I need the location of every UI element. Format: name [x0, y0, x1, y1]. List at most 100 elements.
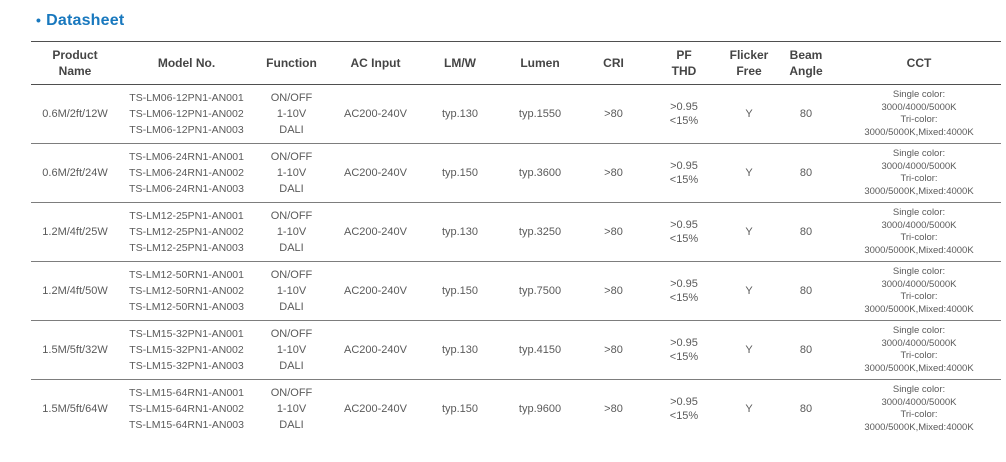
cell-line: 1-10V — [276, 108, 307, 120]
header-line: Free — [736, 64, 762, 78]
cell-line: TS-LM15-32PN1-AN002 — [129, 344, 244, 356]
cell-functions: ON/OFF 1-10V DALI — [254, 261, 329, 321]
cell-line: 3000/5000K,Mixed:4000K — [864, 244, 974, 256]
header-line: Name — [58, 64, 92, 78]
table-row: 0.6M/2ft/12W TS-LM06-12PN1-AN001 TS-LM06-1… — [31, 84, 1001, 144]
cell-cct: Single color: 3000/4000/5000K Tri-color: 30… — [837, 261, 1001, 321]
cell-line: DALI — [279, 360, 304, 372]
cell-line: ON/OFF — [270, 328, 313, 340]
cell-line: 3000/4000/5000K — [881, 337, 957, 349]
table-row: 1.2M/4ft/25W TS-LM12-25PN1-AN001 TS-LM12-2… — [31, 202, 1001, 262]
cell-line: <15% — [669, 115, 699, 127]
cell-line: 1-10V — [276, 403, 307, 415]
header-line: Model No. — [157, 56, 216, 70]
column-header-models: Model No. — [119, 41, 254, 85]
cell-cct: Single color: 3000/4000/5000K Tri-color: 30… — [837, 143, 1001, 203]
cell-line: Single color: — [892, 266, 946, 277]
cell-line: TS-LM06-12PN1-AN003 — [129, 124, 244, 136]
cell-beam-angle: 80 — [775, 143, 837, 203]
header-line: CRI — [603, 56, 624, 70]
cell-line: 3000/5000K,Mixed:4000K — [864, 185, 974, 197]
cell-line: DALI — [279, 419, 304, 431]
cell-line: 1-10V — [276, 344, 307, 356]
cell-cct: Single color: 3000/4000/5000K Tri-color: 30… — [837, 84, 1001, 144]
cell-line: 3000/5000K,Mixed:4000K — [864, 303, 974, 315]
column-header-flicker-free: Flicker Free — [723, 41, 775, 85]
cell-cri: >80 — [604, 403, 623, 415]
cell-line: Single color: — [892, 325, 946, 336]
cell-functions: ON/OFF 1-10V DALI — [254, 202, 329, 262]
cell-cri: >80 — [582, 143, 645, 203]
cell-lm-w: typ.130 — [422, 202, 498, 262]
column-header-pf-thd: PF THD — [645, 41, 723, 85]
cell-product-name: 1.5M/5ft/64W — [42, 403, 108, 415]
table-row: 0.6M/2ft/24W TS-LM06-24RN1-AN001 TS-LM06-2… — [31, 143, 1001, 203]
cell-flicker-free: Y — [723, 202, 775, 262]
column-header-product-name: Product Name — [31, 41, 119, 85]
cell-flicker-free: Y — [723, 84, 775, 144]
page-title: • Datasheet — [36, 12, 1006, 30]
column-header-lumen: Lumen — [498, 41, 582, 85]
cell-lumen: typ.3600 — [498, 143, 582, 203]
cell-functions: ON/OFF 1-10V DALI — [254, 84, 329, 144]
cell-line: Tri-color: — [900, 291, 938, 302]
cell-cri: >80 — [582, 202, 645, 262]
cell-line: Tri-color: — [900, 409, 938, 420]
cell-line: TS-LM15-32PN1-AN001 — [129, 328, 244, 340]
cell-line: Tri-color: — [900, 173, 938, 184]
cell-lm-w: typ.130 — [422, 84, 498, 144]
cell-cct: Single color: 3000/4000/5000K Tri-color: 30… — [837, 320, 1001, 380]
cell-line: DALI — [279, 242, 304, 254]
cell-beam-angle: 80 — [775, 320, 837, 380]
cell-line: >0.95 — [670, 101, 698, 113]
cell-cri: >80 — [582, 320, 645, 380]
table-row: 1.2M/4ft/50W TS-LM12-50RN1-AN001 TS-LM12-5… — [31, 261, 1001, 321]
cell-cct: Single color: 3000/4000/5000K Tri-color: 30… — [837, 380, 1001, 439]
cell-line: DALI — [279, 301, 304, 313]
cell-line: 3000/4000/5000K — [881, 219, 957, 231]
cell-line: Tri-color: — [900, 232, 938, 243]
cell-line: 1-10V — [276, 285, 307, 297]
column-header-lm-w: LM/W — [422, 41, 498, 85]
cell-line: ON/OFF — [270, 210, 313, 222]
header-line: Lumen — [520, 56, 560, 70]
cell-line: TS-LM06-24RN1-AN002 — [129, 167, 244, 179]
cell-line: Tri-color: — [900, 350, 938, 361]
header-line: Flicker — [729, 48, 769, 62]
cell-line: <15% — [669, 410, 699, 422]
cell-pf-thd: >0.95 <15% — [645, 380, 723, 439]
cell-line: 1-10V — [276, 167, 307, 179]
cell-line: >0.95 — [670, 160, 698, 172]
cell-line: <15% — [669, 351, 699, 363]
cell-line: Single color: — [892, 148, 946, 159]
cell-line: ON/OFF — [270, 92, 313, 104]
column-header-beam-angle: Beam Angle — [775, 41, 837, 85]
cell-line: <15% — [669, 233, 699, 245]
header-line: LM/W — [444, 56, 476, 70]
cell-ac-input: AC200-240V — [344, 403, 407, 415]
cell-models: TS-LM15-32PN1-AN001 TS-LM15-32PN1-AN002 TS… — [119, 320, 254, 380]
cell-line: Single color: — [892, 207, 946, 218]
datasheet-table: Product Name Model No. Function AC Input LM/W… — [31, 41, 1001, 438]
cell-line: Single color: — [892, 89, 946, 100]
cell-cct: Single color: 3000/4000/5000K Tri-color: 30… — [837, 202, 1001, 262]
cell-line: Tri-color: — [900, 114, 938, 125]
cell-line: TS-LM06-12PN1-AN001 — [129, 92, 244, 104]
cell-line: TS-LM12-25PN1-AN002 — [129, 226, 244, 238]
column-header-functions: Function — [254, 41, 329, 85]
cell-line: 3000/4000/5000K — [881, 101, 957, 113]
cell-ac-input: AC200-240V — [329, 84, 422, 144]
cell-line: >0.95 — [670, 396, 698, 408]
header-line: CCT — [906, 56, 932, 70]
cell-lumen: typ.9600 — [518, 403, 562, 415]
header-line: Beam — [789, 48, 823, 62]
cell-line: 3000/5000K,Mixed:4000K — [864, 421, 974, 433]
cell-models: TS-LM12-50RN1-AN001 TS-LM12-50RN1-AN002 TS… — [119, 261, 254, 321]
cell-beam-angle: 80 — [775, 261, 837, 321]
cell-models: TS-LM06-24RN1-AN001 TS-LM06-24RN1-AN002 TS… — [119, 143, 254, 203]
cell-line: <15% — [669, 174, 699, 186]
cell-flicker-free: Y — [723, 143, 775, 203]
cell-line: >0.95 — [670, 219, 698, 231]
cell-lumen: typ.1550 — [498, 84, 582, 144]
table-body: 0.6M/2ft/12W TS-LM06-12PN1-AN001 TS-LM06-1… — [31, 84, 1001, 439]
